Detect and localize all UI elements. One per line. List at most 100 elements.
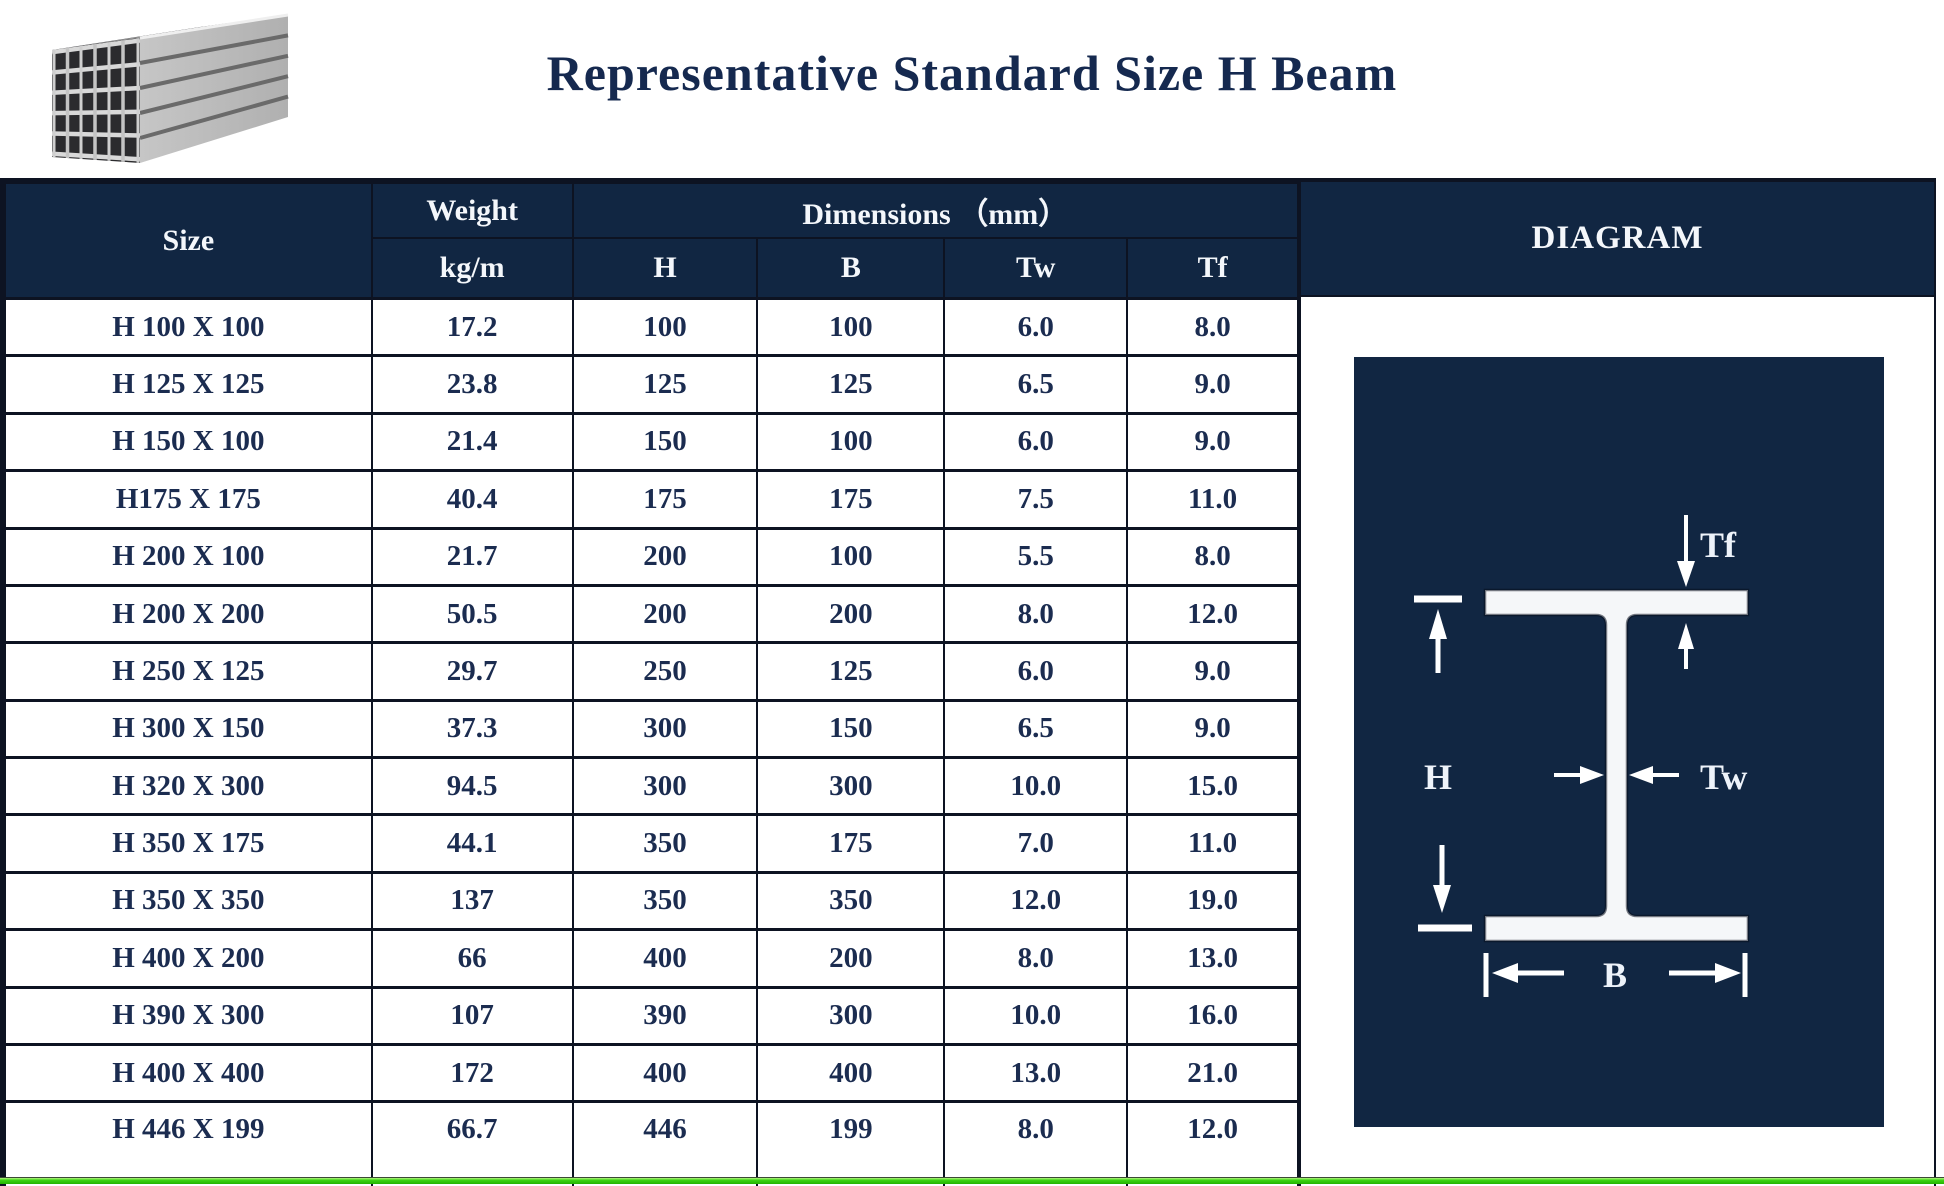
tw-cell: 12.0 (943, 870, 1129, 932)
b-cell: 100 (756, 411, 946, 473)
h-label: H (1424, 757, 1452, 797)
bottom-accent-line (0, 1177, 1944, 1184)
h-cell: 390 (571, 985, 759, 1046)
h-cell: 400 (571, 1042, 759, 1104)
table-row: H175 X 175 40.4 175 175 7.5 11.0 (4, 469, 1299, 530)
size-cell: H 350 X 350 (4, 870, 373, 932)
h-cell: 175 (571, 469, 759, 530)
h-cell: 200 (571, 526, 759, 587)
b-cell: 150 (756, 698, 946, 760)
tw-cell: 10.0 (943, 985, 1129, 1046)
tf-cell: 21.0 (1126, 1042, 1299, 1104)
tf-cell: 8.0 (1126, 526, 1299, 587)
h-cell: 125 (571, 354, 759, 415)
size-cell: H 250 X 125 (4, 641, 373, 702)
tw-cell: 6.5 (943, 698, 1129, 760)
weight-cell: 40.4 (370, 469, 574, 530)
tf-inner-arrow-icon (1678, 623, 1694, 649)
size-cell: H 400 X 200 (4, 928, 373, 989)
weight-cell: 107 (370, 985, 574, 1046)
diagram-header: DIAGRAM (1301, 182, 1934, 297)
table-row: H 125 X 125 23.8 125 125 6.5 9.0 (4, 354, 1299, 415)
table-row: H 250 X 125 29.7 250 125 6.0 9.0 (4, 641, 1299, 702)
h-beam-size-table: Size Weight Dimensions （mm） kg/m H B Tw … (4, 182, 1300, 1186)
size-cell: H 150 X 100 (4, 411, 373, 473)
table-row: H 400 X 200 66 400 200 8.0 13.0 (4, 928, 1299, 989)
size-cell: H 390 X 300 (4, 985, 373, 1046)
tw-cell: 8.0 (943, 1100, 1129, 1186)
b-right-arrow-icon (1715, 963, 1741, 983)
b-cell: 125 (756, 641, 946, 702)
tw-cell: 6.0 (943, 641, 1129, 702)
weight-cell: 172 (370, 1042, 574, 1104)
tw-cell: 6.0 (943, 296, 1129, 358)
tf-label: Tf (1700, 525, 1737, 565)
tf-cell: 19.0 (1126, 870, 1299, 932)
header-weight: Weight (370, 182, 574, 239)
table-header: Size Weight Dimensions （mm） kg/m H B Tw … (4, 182, 1300, 300)
size-cell: H 350 X 175 (4, 813, 373, 874)
weight-cell: 29.7 (370, 641, 574, 702)
h-cell: 400 (571, 928, 759, 989)
header-b: B (756, 237, 946, 300)
h-cell: 350 (571, 870, 759, 932)
weight-cell: 21.7 (370, 526, 574, 587)
tf-cell: 9.0 (1126, 354, 1299, 415)
h-beam-cross-section-diagram: Tf H Tw (1354, 357, 1884, 1127)
h-cell: 150 (571, 411, 759, 473)
header-size: Size (4, 182, 373, 300)
size-cell: H 446 X 199 (4, 1100, 373, 1186)
tf-cell: 16.0 (1126, 985, 1299, 1046)
b-cell: 200 (756, 583, 946, 645)
tw-cell: 13.0 (943, 1042, 1129, 1104)
size-cell: H 400 X 400 (4, 1042, 373, 1104)
size-cell: H 300 X 150 (4, 698, 373, 760)
tf-cell: 12.0 (1126, 583, 1299, 645)
table-body: H 100 X 100 17.2 100 100 6.0 8.0 H 125 X 125 23… (4, 296, 1299, 1186)
tf-cell: 13.0 (1126, 928, 1299, 989)
b-cell: 300 (756, 985, 946, 1046)
header-dimensions-group: Dimensions （mm） (571, 182, 1300, 239)
b-cell: 175 (756, 469, 946, 530)
header-tf: Tf (1126, 237, 1299, 300)
header-weight-unit: kg/m (370, 237, 574, 300)
stacked-h-beams-photo (52, 13, 289, 163)
weight-cell: 50.5 (370, 583, 574, 645)
h-cell: 200 (571, 583, 759, 645)
tw-cell: 8.0 (943, 928, 1129, 989)
weight-cell: 37.3 (370, 698, 574, 760)
size-cell: H 320 X 300 (4, 755, 373, 817)
tw-right-arrow-icon (1629, 766, 1653, 784)
b-cell: 100 (756, 526, 946, 587)
tw-cell: 7.5 (943, 469, 1129, 530)
table-row: H 320 X 300 94.5 300 300 10.0 15.0 (4, 755, 1299, 817)
page-title: Representative Standard Size H Beam (546, 45, 1398, 101)
weight-cell: 44.1 (370, 813, 574, 874)
size-cell: H175 X 175 (4, 469, 373, 530)
table-row: H 350 X 350 137 350 350 12.0 19.0 (4, 870, 1299, 932)
table-row: H 100 X 100 17.2 100 100 6.0 8.0 (4, 296, 1299, 358)
table-row: H 300 X 150 37.3 300 150 6.5 9.0 (4, 698, 1299, 760)
tf-cell: 11.0 (1126, 813, 1299, 874)
b-cell: 400 (756, 1042, 946, 1104)
b-left-arrow-icon (1492, 963, 1518, 983)
tf-cell: 15.0 (1126, 755, 1299, 817)
b-cell: 125 (756, 354, 946, 415)
table-row: H 200 X 100 21.7 200 100 5.5 8.0 (4, 526, 1299, 587)
diagram-panel: DIAGRAM Tf H (1299, 182, 1934, 1186)
tw-cell: 6.0 (943, 411, 1129, 473)
h-bottom-arrow-icon (1433, 885, 1451, 913)
spec-table-frame: Size Weight Dimensions （mm） kg/m H B Tw … (0, 178, 1936, 1186)
size-cell: H 200 X 200 (4, 583, 373, 645)
tf-cell: 11.0 (1126, 469, 1299, 530)
tw-cell: 6.5 (943, 354, 1129, 415)
h-cell: 250 (571, 641, 759, 702)
weight-cell: 21.4 (370, 411, 574, 473)
h-cell: 300 (571, 698, 759, 760)
weight-cell: 66 (370, 928, 574, 989)
tw-left-arrow-icon (1580, 766, 1604, 784)
table-row: H 390 X 300 107 390 300 10.0 16.0 (4, 985, 1299, 1046)
b-cell: 100 (756, 296, 946, 358)
tf-cell: 9.0 (1126, 411, 1299, 473)
